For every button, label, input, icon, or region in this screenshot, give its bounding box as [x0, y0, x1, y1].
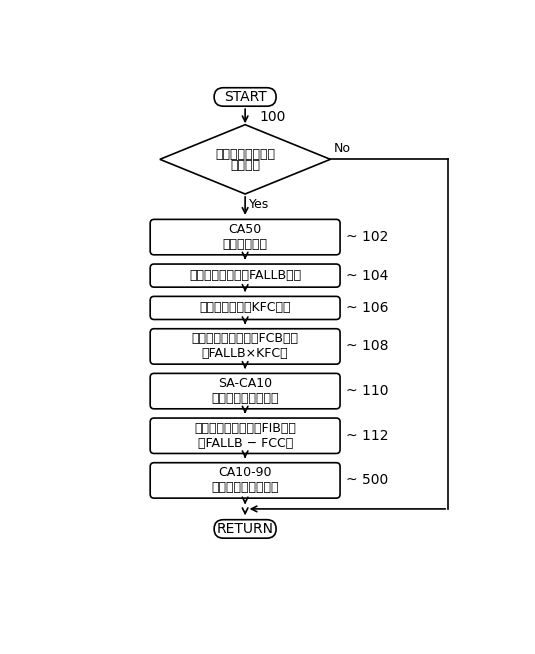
- FancyBboxPatch shape: [150, 463, 340, 498]
- Text: Yes: Yes: [249, 198, 269, 211]
- Text: ~ 104: ~ 104: [346, 269, 388, 283]
- FancyBboxPatch shape: [214, 520, 276, 538]
- Text: 運転中？: 運転中？: [230, 159, 260, 172]
- Text: 圧縮行程噴射率KFC算出: 圧縮行程噴射率KFC算出: [200, 301, 291, 315]
- Text: SA-CA10
圧縮行程噴射量補正: SA-CA10 圧縮行程噴射量補正: [211, 377, 279, 405]
- Text: 基本吸気行程噴射量FIB算出
（FALLB − FCC）: 基本吸気行程噴射量FIB算出 （FALLB − FCC）: [194, 422, 296, 450]
- FancyBboxPatch shape: [150, 329, 340, 364]
- Text: ~ 110: ~ 110: [346, 384, 389, 398]
- Text: 基本総燃料噴射量FALLB算出: 基本総燃料噴射量FALLB算出: [189, 269, 301, 282]
- Text: 基本圧縮行程噴射量FCB算出
（FALLB×KFC）: 基本圧縮行程噴射量FCB算出 （FALLB×KFC）: [192, 332, 299, 360]
- FancyBboxPatch shape: [150, 264, 340, 287]
- Text: ~ 102: ~ 102: [346, 230, 388, 244]
- Text: RETURN: RETURN: [217, 522, 273, 536]
- Text: No: No: [333, 142, 350, 155]
- Text: ~ 108: ~ 108: [346, 339, 389, 353]
- Text: ~ 106: ~ 106: [346, 301, 389, 315]
- Text: CA10-90
吸気行程噴射量補正: CA10-90 吸気行程噴射量補正: [211, 466, 279, 494]
- FancyBboxPatch shape: [150, 219, 340, 255]
- FancyBboxPatch shape: [150, 418, 340, 453]
- FancyBboxPatch shape: [150, 373, 340, 409]
- FancyBboxPatch shape: [214, 88, 276, 106]
- Text: START: START: [224, 90, 266, 104]
- Text: ~ 500: ~ 500: [346, 473, 388, 487]
- FancyBboxPatch shape: [150, 296, 340, 320]
- Text: 100: 100: [259, 110, 286, 124]
- Text: CA50
点火時期補正: CA50 点火時期補正: [223, 223, 268, 251]
- Polygon shape: [160, 125, 331, 194]
- Text: 弱成層リーン燃焼: 弱成層リーン燃焼: [215, 148, 275, 161]
- Text: ~ 112: ~ 112: [346, 429, 389, 443]
